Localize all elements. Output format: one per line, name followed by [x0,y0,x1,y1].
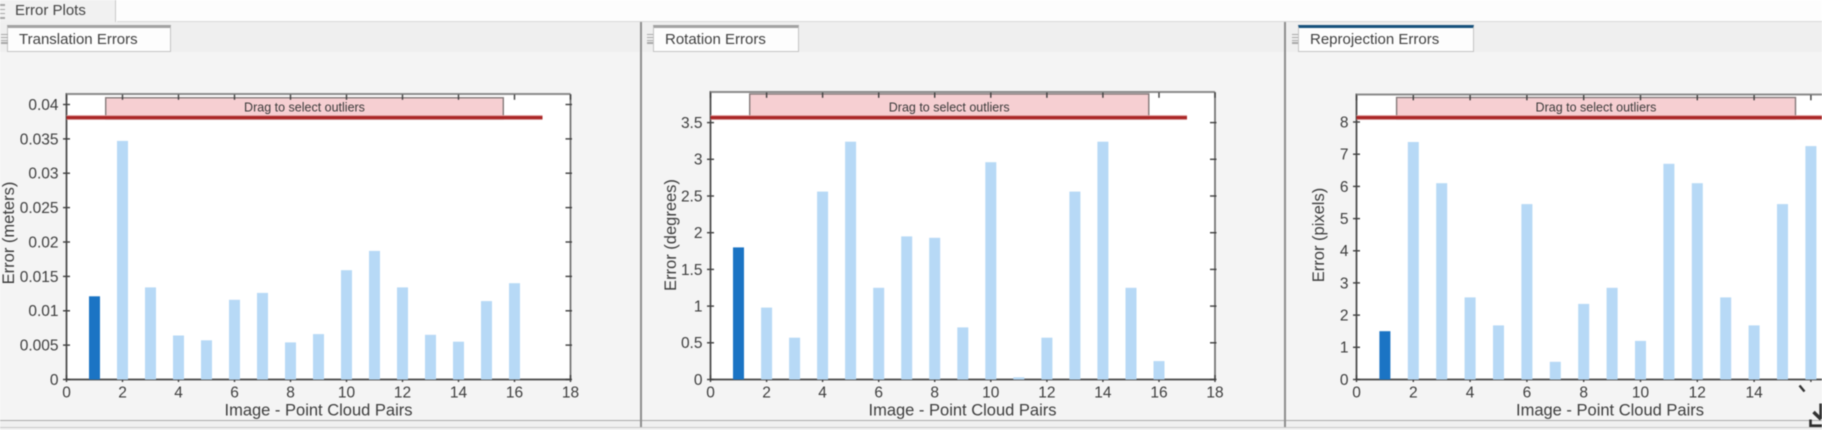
svg-text:0.01: 0.01 [28,303,58,320]
svg-text:4: 4 [1466,385,1475,402]
svg-text:12: 12 [1689,385,1706,402]
svg-text:4: 4 [1340,243,1349,260]
svg-text:2: 2 [762,385,771,402]
svg-text:0.005: 0.005 [20,338,59,355]
svg-text:Image - Point Cloud Pairs: Image - Point Cloud Pairs [1516,402,1704,420]
svg-text:4: 4 [174,385,183,402]
svg-text:3: 3 [1340,275,1349,292]
svg-text:Drag to select outliers: Drag to select outliers [1536,101,1657,115]
svg-text:2.5: 2.5 [681,188,703,205]
svg-text:Image - Point Cloud Pairs: Image - Point Cloud Pairs [224,402,412,420]
svg-text:0.035: 0.035 [20,131,59,148]
svg-text:1: 1 [694,299,703,316]
svg-text:14: 14 [1094,385,1112,402]
svg-text:0.5: 0.5 [681,335,703,352]
svg-text:6: 6 [1523,385,1532,402]
svg-text:3.5: 3.5 [681,115,703,132]
svg-text:1: 1 [1340,340,1349,357]
svg-text:6: 6 [230,385,239,402]
svg-text:8: 8 [1340,114,1349,131]
svg-text:2: 2 [1340,308,1349,325]
svg-text:0.04: 0.04 [28,97,59,114]
svg-text:7: 7 [1340,147,1349,164]
svg-text:0.03: 0.03 [28,166,58,183]
svg-text:6: 6 [874,385,883,402]
svg-text:0: 0 [694,372,703,389]
svg-text:14: 14 [450,385,468,402]
svg-text:Error (meters): Error (meters) [0,182,18,285]
svg-text:6: 6 [1340,179,1349,196]
svg-text:1.5: 1.5 [681,262,703,279]
svg-text:10: 10 [338,385,356,402]
svg-text:2: 2 [118,385,127,402]
svg-text:0.02: 0.02 [28,234,58,251]
svg-text:Error (pixels): Error (pixels) [1310,188,1328,282]
svg-text:0: 0 [62,385,71,402]
svg-text:0.015: 0.015 [20,269,59,286]
svg-text:8: 8 [930,385,939,402]
svg-text:10: 10 [1632,385,1650,402]
svg-text:2: 2 [1409,385,1418,402]
svg-text:14: 14 [1745,385,1763,402]
svg-text:12: 12 [394,385,411,402]
svg-text:8: 8 [1579,385,1588,402]
svg-text:0: 0 [50,372,59,389]
svg-text:Drag to select outliers: Drag to select outliers [244,101,365,115]
svg-text:0: 0 [706,385,715,402]
svg-text:3: 3 [694,152,703,169]
svg-text:8: 8 [286,385,295,402]
svg-text:0: 0 [1340,372,1349,389]
svg-text:Drag to select outliers: Drag to select outliers [889,101,1010,115]
svg-text:16: 16 [1150,385,1167,402]
svg-text:0.025: 0.025 [20,200,59,217]
svg-text:10: 10 [982,385,1000,402]
svg-text:5: 5 [1340,211,1349,228]
svg-text:16: 16 [506,385,523,402]
svg-text:18: 18 [1206,385,1223,402]
svg-text:2: 2 [694,225,703,242]
svg-text:18: 18 [562,385,579,402]
svg-text:0: 0 [1352,385,1361,402]
svg-text:4: 4 [818,385,827,402]
svg-text:Image - Point Cloud Pairs: Image - Point Cloud Pairs [868,402,1056,420]
svg-text:Error (degrees): Error (degrees) [662,179,680,291]
svg-text:12: 12 [1038,385,1055,402]
